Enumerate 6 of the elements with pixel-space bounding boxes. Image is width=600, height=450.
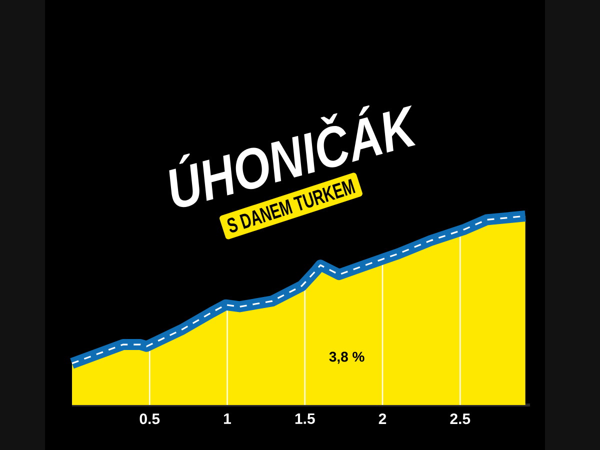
annotation: 3,8 % [329,352,364,364]
x-tick-label: 1.5 [295,414,315,424]
x-tick-label: 0.5 [140,414,160,424]
x-tick-label: 2 [378,414,386,424]
x-tick-label: 2.5 [450,414,470,424]
x-tick-label: 1 [224,414,232,424]
